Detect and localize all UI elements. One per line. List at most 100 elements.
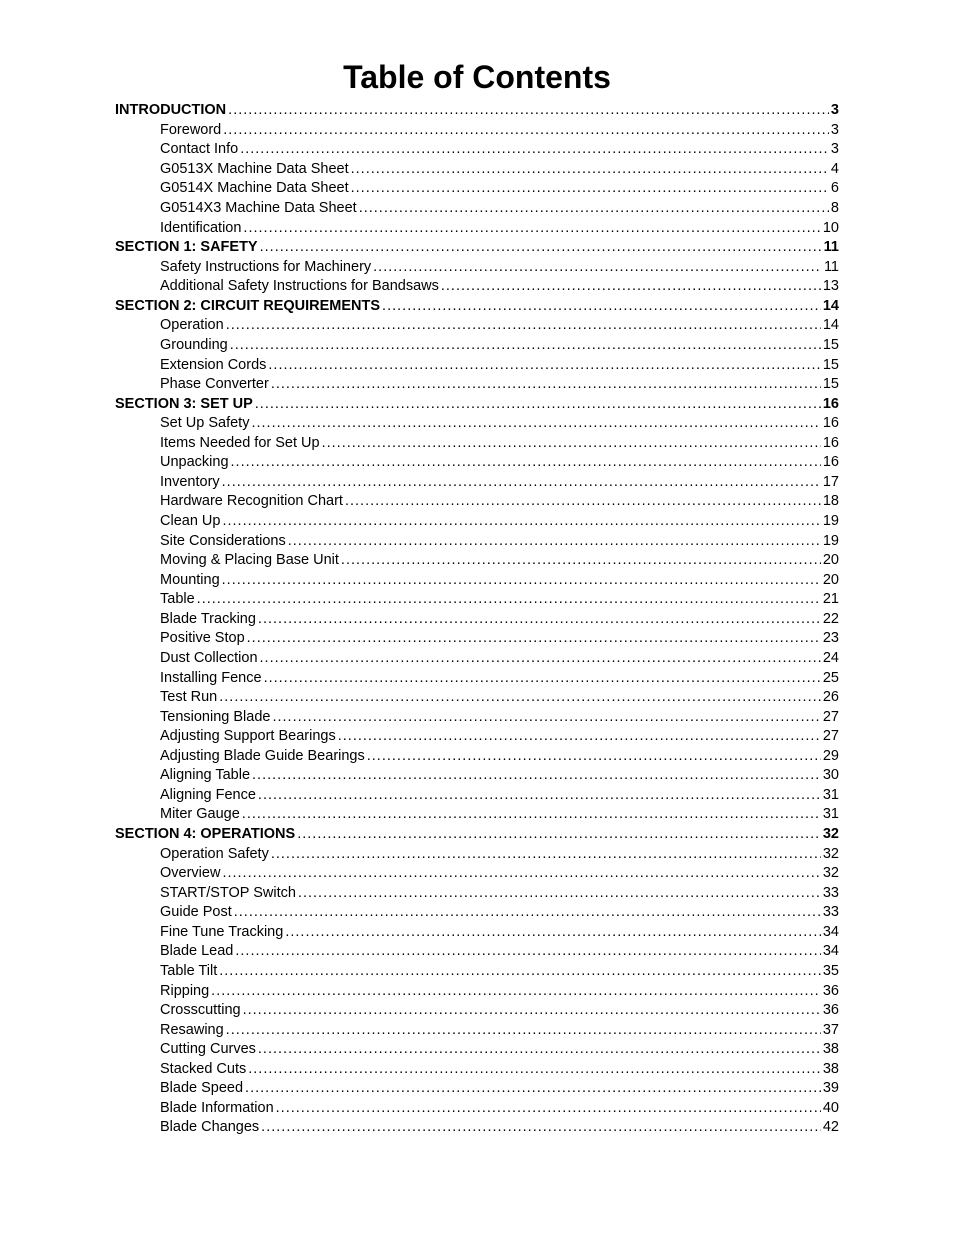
page-title: Table of Contents (115, 60, 839, 95)
toc-entry-page: 16 (823, 414, 839, 434)
toc-entry-row: Dust Collection 24 (115, 649, 839, 669)
toc-entry-page: 38 (823, 1040, 839, 1060)
toc-entry-label: Blade Information (160, 1099, 274, 1119)
toc-entry-page: 42 (823, 1118, 839, 1138)
toc-entry-label: Ripping (160, 982, 209, 1002)
toc-leader-dots (240, 140, 829, 160)
toc-entry-page: 16 (823, 434, 839, 454)
toc-leader-dots (231, 453, 821, 473)
toc-entry-page: 22 (823, 610, 839, 630)
toc-entry-page: 15 (823, 336, 839, 356)
toc-leader-dots (245, 1079, 821, 1099)
toc-entry-row: Safety Instructions for Machinery 11 (115, 258, 839, 278)
toc-entry-row: Ripping 36 (115, 982, 839, 1002)
toc-entry-label: Extension Cords (160, 356, 266, 376)
toc-entry-page: 25 (823, 669, 839, 689)
toc-leader-dots (222, 864, 820, 884)
toc-entry-row: Hardware Recognition Chart 18 (115, 492, 839, 512)
toc-entry-page: 14 (823, 316, 839, 336)
toc-leader-dots (211, 982, 821, 1002)
toc-entry-page: 40 (823, 1099, 839, 1119)
toc-entry-page: 26 (823, 688, 839, 708)
toc-entry-row: Miter Gauge 31 (115, 805, 839, 825)
toc-leader-dots (226, 316, 821, 336)
toc-entry-row: Installing Fence 25 (115, 669, 839, 689)
toc-entry-row: Test Run 26 (115, 688, 839, 708)
toc-entry-page: 6 (831, 179, 839, 199)
toc-entry-page: 30 (823, 766, 839, 786)
toc-section-row: SECTION 2: CIRCUIT REQUIREMENTS 14 (115, 297, 839, 317)
toc-entry-page: 11 (824, 258, 839, 278)
toc-entry-label: Tensioning Blade (160, 708, 270, 728)
toc-entry-page: 18 (823, 492, 839, 512)
toc-section-row: SECTION 3: SET UP 16 (115, 395, 839, 415)
toc-leader-dots (219, 962, 821, 982)
toc-entry-label: Contact Info (160, 140, 238, 160)
toc-leader-dots (258, 786, 821, 806)
toc-entry-page: 14 (823, 297, 839, 317)
toc-entry-label: Crosscutting (160, 1001, 241, 1021)
toc-entry-label: Mounting (160, 571, 220, 591)
toc-entry-row: Table Tilt 35 (115, 962, 839, 982)
toc-leader-dots (234, 903, 821, 923)
toc-entry-label: Table (160, 590, 195, 610)
toc-entry-label: Set Up Safety (160, 414, 249, 434)
toc-entry-row: Items Needed for Set Up 16 (115, 434, 839, 454)
toc-leader-dots (252, 766, 821, 786)
toc-entry-page: 32 (823, 864, 839, 884)
toc-leader-dots (338, 727, 821, 747)
toc-leader-dots (197, 590, 821, 610)
toc-entry-label: SECTION 4: OPERATIONS (115, 825, 295, 845)
toc-entry-row: Foreword 3 (115, 121, 839, 141)
toc-entry-label: Clean Up (160, 512, 220, 532)
toc-entry-label: Operation Safety (160, 845, 269, 865)
toc-entry-row: Identification 10 (115, 219, 839, 239)
toc-leader-dots (297, 825, 821, 845)
toc-entry-page: 31 (823, 805, 839, 825)
toc-leader-dots (271, 845, 821, 865)
toc-entry-row: Adjusting Blade Guide Bearings 29 (115, 747, 839, 767)
toc-section-row: INTRODUCTION 3 (115, 101, 839, 121)
toc-entry-row: Adjusting Support Bearings 27 (115, 727, 839, 747)
toc-entry-page: 10 (823, 219, 839, 239)
toc-entry-page: 32 (823, 825, 839, 845)
toc-entry-label: Foreword (160, 121, 221, 141)
toc-leader-dots (441, 277, 821, 297)
toc-entry-row: Blade Speed 39 (115, 1079, 839, 1099)
toc-leader-dots (258, 1040, 821, 1060)
toc-leader-dots (222, 571, 821, 591)
toc-entry-label: Table Tilt (160, 962, 217, 982)
toc-leader-dots (272, 708, 820, 728)
toc-entry-page: 33 (823, 884, 839, 904)
toc-entry-label: Safety Instructions for Machinery (160, 258, 371, 278)
toc-entry-row: G0514X3 Machine Data Sheet 8 (115, 199, 839, 219)
toc-entry-row: Site Considerations 19 (115, 532, 839, 552)
toc-entry-label: Cutting Curves (160, 1040, 256, 1060)
toc-entry-label: G0514X Machine Data Sheet (160, 179, 349, 199)
toc-leader-dots (219, 688, 821, 708)
toc-entry-row: Extension Cords 15 (115, 356, 839, 376)
toc-leader-dots (222, 473, 821, 493)
toc-entry-page: 32 (823, 845, 839, 865)
toc-leader-dots (235, 942, 820, 962)
toc-leader-dots (260, 238, 822, 258)
toc-entry-row: Operation 14 (115, 316, 839, 336)
toc-entry-label: Aligning Table (160, 766, 250, 786)
toc-entry-row: Aligning Fence 31 (115, 786, 839, 806)
toc-entry-label: Blade Speed (160, 1079, 243, 1099)
toc-leader-dots (226, 1021, 821, 1041)
toc-entry-page: 11 (824, 238, 839, 258)
toc-entry-row: Crosscutting 36 (115, 1001, 839, 1021)
toc-leader-dots (351, 160, 829, 180)
toc-leader-dots (359, 199, 829, 219)
toc-leader-dots (247, 629, 821, 649)
toc-entry-label: Additional Safety Instructions for Bands… (160, 277, 439, 297)
toc-entry-page: 16 (823, 453, 839, 473)
toc-entry-row: Grounding 15 (115, 336, 839, 356)
toc-leader-dots (258, 610, 821, 630)
toc-leader-dots (248, 1060, 821, 1080)
toc-entry-label: Aligning Fence (160, 786, 256, 806)
toc-section-row: SECTION 4: OPERATIONS 32 (115, 825, 839, 845)
toc-entry-page: 38 (823, 1060, 839, 1080)
toc-entry-page: 36 (823, 1001, 839, 1021)
